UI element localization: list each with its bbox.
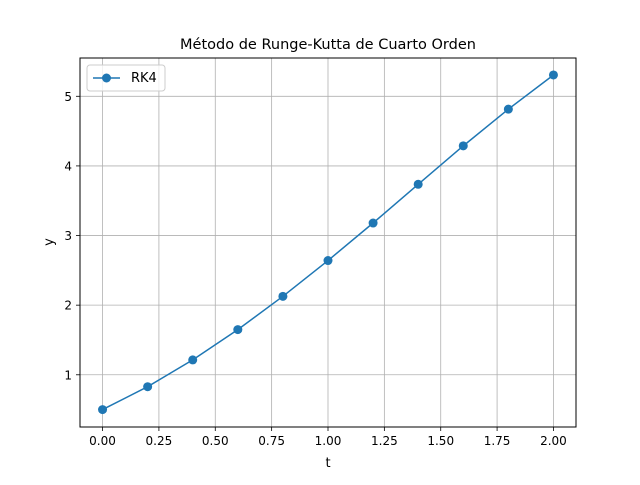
data-point <box>188 355 198 365</box>
x-tick-label: 1.00 <box>315 434 342 448</box>
legend: RK4 <box>86 64 166 92</box>
grid <box>80 58 576 427</box>
x-axis-ticks: 0.00 0.25 0.50 0.75 1.00 1.25 1.50 1.75 2.00 <box>89 427 567 448</box>
y-tick-label: 4 <box>64 159 72 173</box>
y-axis-label: y <box>42 238 57 246</box>
data-point <box>368 218 378 228</box>
data-point <box>413 179 423 189</box>
y-tick-label: 2 <box>64 299 72 313</box>
x-tick-label: 2.00 <box>540 434 567 448</box>
y-axis-ticks: 1 2 3 4 5 <box>64 90 80 382</box>
data-point <box>323 256 333 266</box>
y-tick-label: 5 <box>64 90 72 104</box>
data-point <box>458 141 468 151</box>
data-point <box>548 70 558 80</box>
y-tick-label: 3 <box>64 229 72 243</box>
series-layer <box>98 70 558 415</box>
data-point <box>98 405 108 415</box>
chart-title: Método de Runge-Kutta de Cuarto Orden <box>180 37 476 53</box>
x-tick-label: 0.75 <box>258 434 285 448</box>
legend-point-marker <box>102 73 111 83</box>
x-tick-label: 0.00 <box>89 434 116 448</box>
x-tick-label: 1.50 <box>427 434 454 448</box>
x-tick-label: 0.25 <box>146 434 173 448</box>
data-point <box>233 325 243 335</box>
data-point <box>503 104 513 114</box>
data-point <box>278 291 288 301</box>
legend-box <box>86 64 166 92</box>
x-tick-label: 1.25 <box>371 434 398 448</box>
x-tick-label: 1.75 <box>484 434 511 448</box>
data-point <box>143 382 153 392</box>
y-tick-label: 1 <box>64 368 72 382</box>
x-tick-label: 0.50 <box>202 434 229 448</box>
x-axis-label: t <box>325 456 330 471</box>
legend-label: RK4 <box>131 71 157 86</box>
